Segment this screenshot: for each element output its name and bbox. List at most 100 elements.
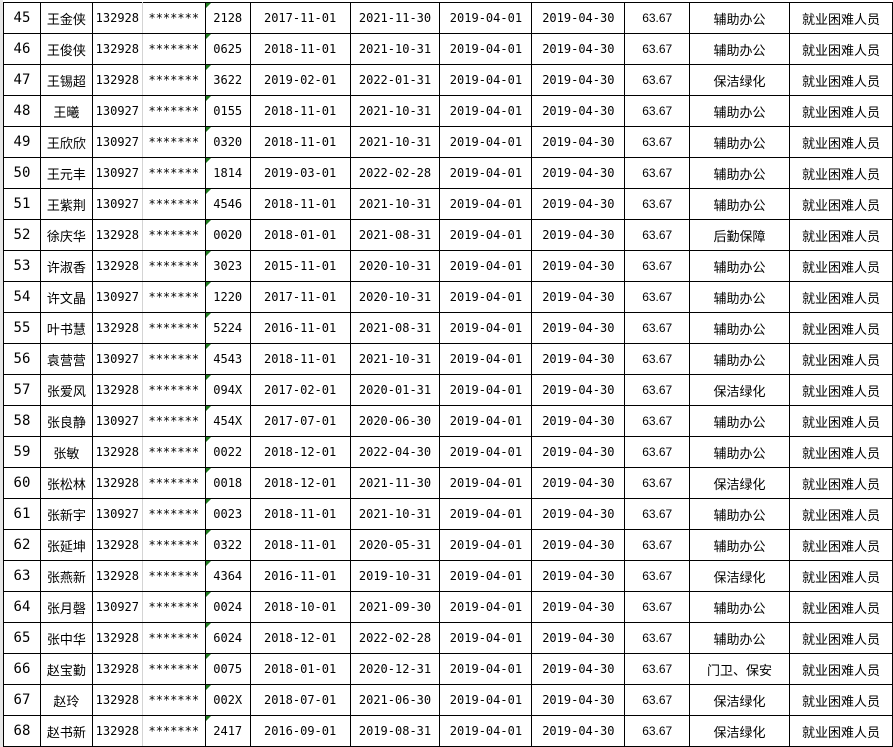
category-cell[interactable]: 就业困难人员 bbox=[788, 95, 893, 127]
job-type-cell[interactable]: 辅助办公 bbox=[689, 529, 790, 561]
id-suffix-cell[interactable]: 0320 bbox=[204, 126, 251, 158]
category-cell[interactable]: 就业困难人员 bbox=[788, 2, 893, 34]
category-cell[interactable]: 就业困难人员 bbox=[788, 188, 893, 220]
period-end-cell[interactable]: 2019-04-30 bbox=[531, 560, 626, 592]
period-end-cell[interactable]: 2019-04-30 bbox=[531, 157, 626, 189]
period-end-cell[interactable]: 2019-04-30 bbox=[531, 715, 626, 747]
id-prefix-cell[interactable]: 132928 bbox=[91, 684, 143, 716]
job-type-cell[interactable]: 辅助办公 bbox=[689, 498, 790, 530]
period-end-cell[interactable]: 2019-04-30 bbox=[531, 250, 626, 282]
id-suffix-cell[interactable]: 6024 bbox=[204, 622, 251, 654]
id-suffix-cell[interactable]: 5224 bbox=[204, 312, 251, 344]
id-suffix-cell[interactable]: 4543 bbox=[204, 343, 251, 375]
id-prefix-cell[interactable]: 132928 bbox=[91, 715, 143, 747]
contract-start-cell[interactable]: 2018-01-01 bbox=[249, 219, 351, 251]
period-end-cell[interactable]: 2019-04-30 bbox=[531, 33, 626, 65]
id-masked-cell[interactable]: ******* bbox=[141, 250, 206, 282]
period-start-cell[interactable]: 2019-04-01 bbox=[439, 405, 533, 437]
period-start-cell[interactable]: 2019-04-01 bbox=[439, 436, 533, 468]
category-cell[interactable]: 就业困难人员 bbox=[788, 281, 893, 313]
id-suffix-cell[interactable]: 2417 bbox=[204, 715, 251, 747]
row-number[interactable]: 47 bbox=[3, 64, 41, 96]
job-type-cell[interactable]: 辅助办公 bbox=[689, 436, 790, 468]
id-prefix-cell[interactable]: 130927 bbox=[91, 157, 143, 189]
period-end-cell[interactable]: 2019-04-30 bbox=[531, 498, 626, 530]
period-start-cell[interactable]: 2019-04-01 bbox=[439, 95, 533, 127]
id-suffix-cell[interactable]: 454X bbox=[204, 405, 251, 437]
id-prefix-cell[interactable]: 132928 bbox=[91, 64, 143, 96]
contract-end-cell[interactable]: 2021-10-31 bbox=[349, 95, 441, 127]
contract-start-cell[interactable]: 2018-12-01 bbox=[249, 436, 351, 468]
id-prefix-cell[interactable]: 132928 bbox=[91, 2, 143, 34]
period-start-cell[interactable]: 2019-04-01 bbox=[439, 343, 533, 375]
amount-cell[interactable]: 63.67 bbox=[624, 312, 691, 344]
amount-cell[interactable]: 63.67 bbox=[624, 498, 691, 530]
contract-start-cell[interactable]: 2016-11-01 bbox=[249, 312, 351, 344]
id-prefix-cell[interactable]: 132928 bbox=[91, 653, 143, 685]
id-masked-cell[interactable]: ******* bbox=[141, 715, 206, 747]
amount-cell[interactable]: 63.67 bbox=[624, 281, 691, 313]
job-type-cell[interactable]: 辅助办公 bbox=[689, 250, 790, 282]
row-number[interactable]: 54 bbox=[3, 281, 41, 313]
name-cell[interactable]: 叶书慧 bbox=[39, 312, 93, 344]
id-masked-cell[interactable]: ******* bbox=[141, 436, 206, 468]
amount-cell[interactable]: 63.67 bbox=[624, 591, 691, 623]
period-start-cell[interactable]: 2019-04-01 bbox=[439, 281, 533, 313]
category-cell[interactable]: 就业困难人员 bbox=[788, 684, 893, 716]
row-number[interactable]: 68 bbox=[3, 715, 41, 747]
id-suffix-cell[interactable]: 4546 bbox=[204, 188, 251, 220]
row-number[interactable]: 45 bbox=[3, 2, 41, 34]
contract-start-cell[interactable]: 2018-11-01 bbox=[249, 529, 351, 561]
amount-cell[interactable]: 63.67 bbox=[624, 33, 691, 65]
row-number[interactable]: 61 bbox=[3, 498, 41, 530]
job-type-cell[interactable]: 辅助办公 bbox=[689, 157, 790, 189]
id-suffix-cell[interactable]: 0155 bbox=[204, 95, 251, 127]
contract-start-cell[interactable]: 2016-09-01 bbox=[249, 715, 351, 747]
period-start-cell[interactable]: 2019-04-01 bbox=[439, 126, 533, 158]
job-type-cell[interactable]: 辅助办公 bbox=[689, 33, 790, 65]
contract-start-cell[interactable]: 2016-11-01 bbox=[249, 560, 351, 592]
name-cell[interactable]: 王俊侠 bbox=[39, 33, 93, 65]
contract-end-cell[interactable]: 2022-02-28 bbox=[349, 157, 441, 189]
contract-end-cell[interactable]: 2021-10-31 bbox=[349, 188, 441, 220]
row-number[interactable]: 52 bbox=[3, 219, 41, 251]
period-start-cell[interactable]: 2019-04-01 bbox=[439, 560, 533, 592]
category-cell[interactable]: 就业困难人员 bbox=[788, 343, 893, 375]
row-number[interactable]: 53 bbox=[3, 250, 41, 282]
amount-cell[interactable]: 63.67 bbox=[624, 622, 691, 654]
period-start-cell[interactable]: 2019-04-01 bbox=[439, 653, 533, 685]
contract-start-cell[interactable]: 2015-11-01 bbox=[249, 250, 351, 282]
period-start-cell[interactable]: 2019-04-01 bbox=[439, 374, 533, 406]
amount-cell[interactable]: 63.67 bbox=[624, 529, 691, 561]
job-type-cell[interactable]: 辅助办公 bbox=[689, 188, 790, 220]
row-number[interactable]: 49 bbox=[3, 126, 41, 158]
job-type-cell[interactable]: 辅助办公 bbox=[689, 312, 790, 344]
name-cell[interactable]: 王欣欣 bbox=[39, 126, 93, 158]
id-masked-cell[interactable]: ******* bbox=[141, 188, 206, 220]
contract-start-cell[interactable]: 2018-12-01 bbox=[249, 622, 351, 654]
name-cell[interactable]: 王曦 bbox=[39, 95, 93, 127]
amount-cell[interactable]: 63.67 bbox=[624, 188, 691, 220]
period-end-cell[interactable]: 2019-04-30 bbox=[531, 64, 626, 96]
contract-start-cell[interactable]: 2018-11-01 bbox=[249, 343, 351, 375]
category-cell[interactable]: 就业困难人员 bbox=[788, 33, 893, 65]
period-start-cell[interactable]: 2019-04-01 bbox=[439, 622, 533, 654]
id-prefix-cell[interactable]: 132928 bbox=[91, 312, 143, 344]
id-masked-cell[interactable]: ******* bbox=[141, 2, 206, 34]
contract-end-cell[interactable]: 2020-10-31 bbox=[349, 281, 441, 313]
category-cell[interactable]: 就业困难人员 bbox=[788, 467, 893, 499]
id-masked-cell[interactable]: ******* bbox=[141, 560, 206, 592]
name-cell[interactable]: 张敏 bbox=[39, 436, 93, 468]
period-start-cell[interactable]: 2019-04-01 bbox=[439, 529, 533, 561]
category-cell[interactable]: 就业困难人员 bbox=[788, 312, 893, 344]
contract-start-cell[interactable]: 2018-11-01 bbox=[249, 33, 351, 65]
contract-end-cell[interactable]: 2020-05-31 bbox=[349, 529, 441, 561]
contract-start-cell[interactable]: 2017-02-01 bbox=[249, 374, 351, 406]
category-cell[interactable]: 就业困难人员 bbox=[788, 250, 893, 282]
row-number[interactable]: 60 bbox=[3, 467, 41, 499]
name-cell[interactable]: 张燕新 bbox=[39, 560, 93, 592]
amount-cell[interactable]: 63.67 bbox=[624, 467, 691, 499]
id-suffix-cell[interactable]: 0020 bbox=[204, 219, 251, 251]
id-masked-cell[interactable]: ******* bbox=[141, 405, 206, 437]
contract-end-cell[interactable]: 2021-11-30 bbox=[349, 2, 441, 34]
